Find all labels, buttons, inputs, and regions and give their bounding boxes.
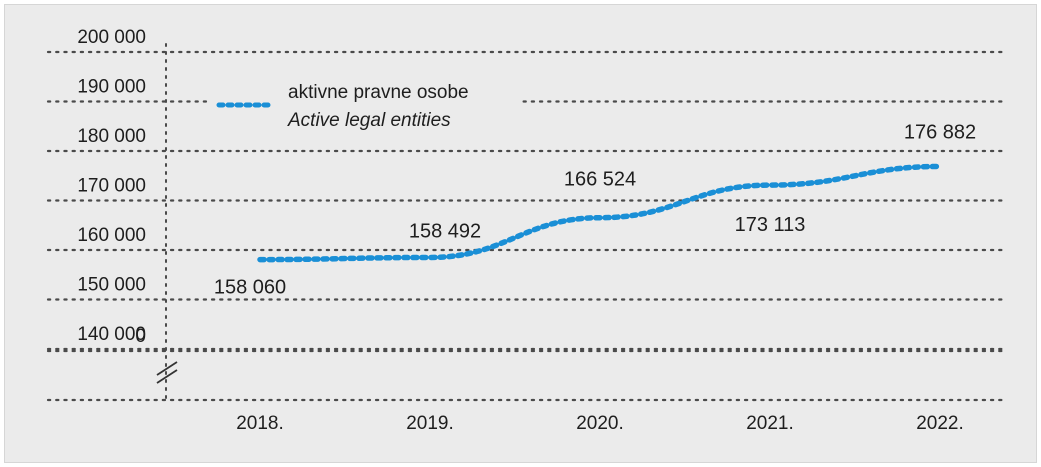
data-labels: 158 060 158 492 166 524 173 113 176 882 xyxy=(214,121,976,298)
y-tick-label: 0 xyxy=(135,326,146,347)
y-tick-labels: 200 000 190 000 180 000 170 000 160 000 150 0… xyxy=(77,27,146,347)
y-tick-label: 150 000 xyxy=(77,275,146,296)
data-label: 158 492 xyxy=(409,220,481,242)
data-label: 173 113 xyxy=(735,214,806,236)
y-tick-label: 200 000 xyxy=(77,27,146,48)
x-tick-label: 2018. xyxy=(236,413,284,434)
axis-break-stroke xyxy=(156,361,178,376)
series-line xyxy=(257,163,943,263)
y-tick-label: 140 000 xyxy=(77,324,146,345)
axis-break-icon xyxy=(156,361,178,384)
x-tick-label: 2021. xyxy=(746,413,794,434)
x-tick-label: 2020. xyxy=(576,413,624,434)
y-tick-label: 170 000 xyxy=(77,176,146,197)
legend: aktivne pravne osobe Active legal entiti… xyxy=(216,82,469,131)
axis-break-stroke xyxy=(156,369,178,384)
data-label: 166 524 xyxy=(564,169,636,191)
y-tick-label: 180 000 xyxy=(77,126,146,147)
x-tick-label: 2019. xyxy=(406,413,454,434)
data-label: 176 882 xyxy=(904,121,976,143)
legend-label-en: Active legal entities xyxy=(287,110,451,131)
x-tick-label: 2022. xyxy=(916,413,964,434)
y-tick-label: 190 000 xyxy=(77,77,146,98)
data-label: 158 060 xyxy=(214,277,286,299)
gridlines xyxy=(46,50,1004,402)
x-tick-labels: 2018. 2019. 2020. 2021. 2022. xyxy=(236,413,964,434)
legend-label: aktivne pravne osobe xyxy=(288,82,469,103)
y-tick-label: 160 000 xyxy=(77,225,146,246)
